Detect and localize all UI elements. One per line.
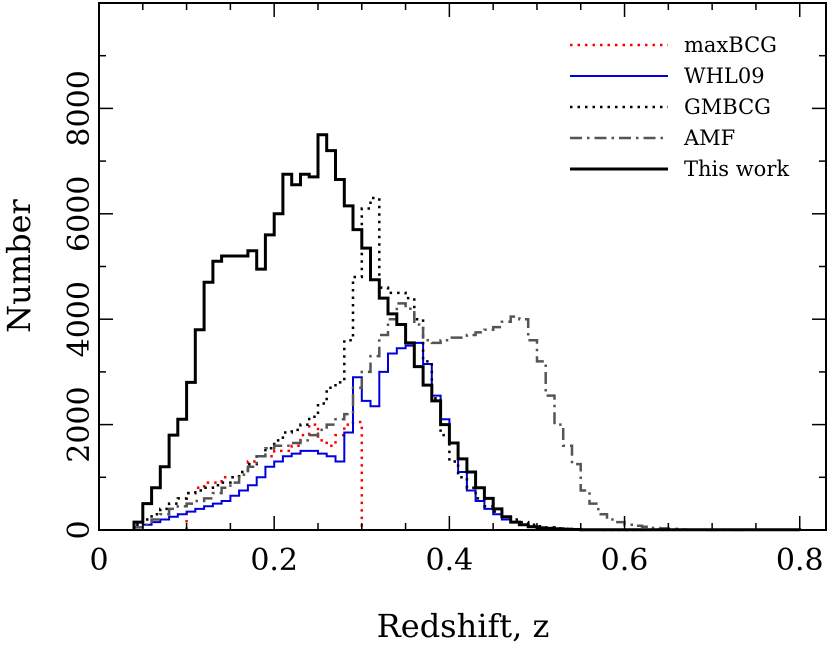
y-tick-label: 4000 — [62, 281, 97, 357]
legend-label-gmbcg: GMBCG — [684, 95, 771, 119]
legend-label-amf: AMF — [683, 126, 735, 150]
x-tick-label: 0.4 — [426, 543, 474, 578]
x-tick-label: 0 — [89, 543, 108, 578]
x-tick-label: 0.8 — [776, 543, 824, 578]
x-axis-label: Redshift, z — [377, 607, 550, 645]
y-tick-label: 0 — [62, 520, 97, 539]
legend-label-this-work: This work — [684, 157, 789, 181]
legend-label-maxbcg: maxBCG — [684, 33, 777, 57]
x-tick-label: 0.6 — [601, 543, 649, 578]
legend-label-whl09: WHL09 — [684, 64, 765, 88]
y-tick-label: 8000 — [62, 70, 97, 146]
series-amf-histogram — [132, 302, 749, 532]
y-tick-label: 2000 — [62, 386, 97, 462]
y-axis-label: Number — [0, 198, 38, 332]
series-maxbcg-histogram — [185, 420, 364, 530]
y-tick-label: 6000 — [62, 176, 97, 252]
series-layer — [132, 133, 802, 532]
x-tick-label: 0.2 — [250, 543, 298, 578]
legend: maxBCG WHL09 GMBCG AMF This work — [570, 33, 789, 181]
series-this-work-histogram — [132, 133, 802, 532]
ticks-layer: 0 0.2 0.4 0.6 0.8 0 2000 4000 6000 8000 — [62, 2, 826, 578]
